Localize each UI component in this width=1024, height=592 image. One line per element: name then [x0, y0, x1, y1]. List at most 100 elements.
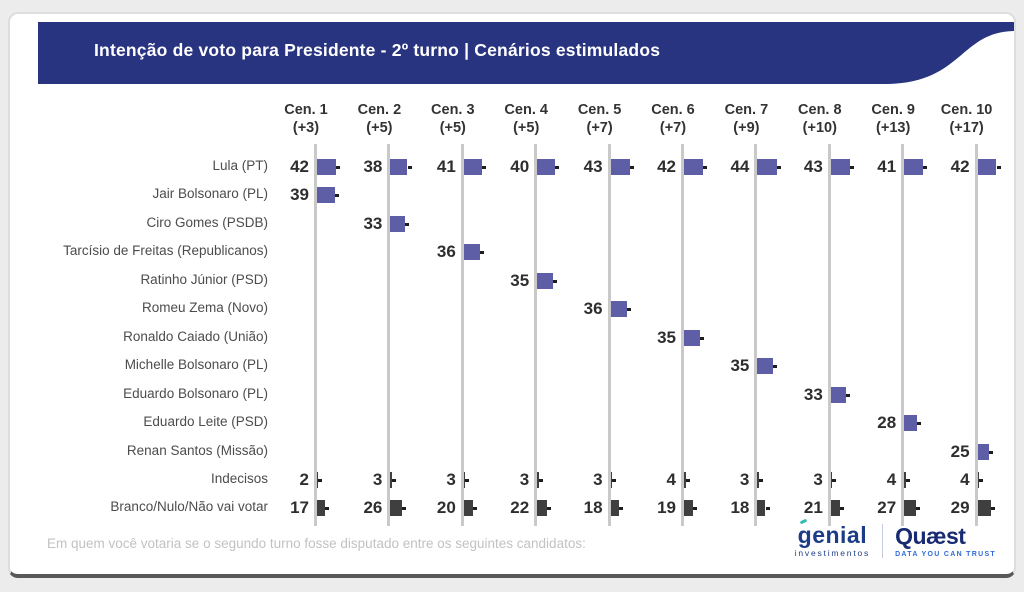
bar-end-tick — [626, 308, 631, 312]
bar-end-tick — [480, 251, 484, 255]
bar-end-tick — [555, 166, 560, 169]
value-bar — [757, 159, 778, 175]
value-number: 18 — [583, 498, 603, 518]
value-bar — [317, 187, 335, 204]
scenario-header: Cen. 9 (+13) — [848, 101, 938, 137]
header-band-shape — [38, 22, 1014, 84]
bar-end-tick — [629, 166, 634, 169]
scenario-margin: (+5) — [439, 120, 466, 136]
row-label: Jair Bolsonaro (PL) — [152, 186, 268, 202]
value-bar — [904, 159, 923, 175]
value-bar — [390, 159, 408, 175]
bar-end-tick — [916, 507, 921, 511]
value-number: 2 — [299, 469, 309, 489]
value-bar — [830, 159, 851, 175]
scenario-label: Cen. 4 — [504, 102, 548, 118]
value-number: 4 — [886, 469, 897, 489]
scenario-header: Cen. 10 (+17) — [922, 101, 1012, 137]
value-number: 44 — [730, 157, 750, 176]
scenario-label: Cen. 10 — [940, 102, 993, 118]
value-bar — [390, 500, 403, 517]
bar-end-tick — [988, 450, 993, 454]
bar-end-tick — [996, 166, 1001, 169]
row-label: Eduardo Leite (PSD) — [143, 414, 268, 430]
header-band: Intenção de voto para Presidente - 2º tu… — [38, 22, 1014, 84]
row-label: Branco/Nulo/Não vai votar — [110, 499, 268, 515]
value-number: 26 — [363, 498, 383, 518]
scenario-baseline — [387, 144, 391, 526]
value-number: 4 — [666, 469, 676, 489]
value-bar — [684, 329, 700, 346]
value-bar — [463, 244, 480, 261]
value-bar — [610, 159, 630, 175]
value-bar — [977, 500, 991, 517]
scenario-margin: (+10) — [802, 120, 837, 136]
value-bar — [610, 500, 619, 517]
row-label: Eduardo Bolsonaro (PL) — [123, 385, 268, 401]
value-number: 22 — [510, 498, 530, 518]
value-number: 41 — [436, 157, 456, 176]
value-number: 3 — [446, 469, 456, 489]
survey-question: Em quem você votaria se o segundo turno … — [47, 536, 586, 551]
value-number: 20 — [436, 498, 456, 518]
value-number: 3 — [593, 469, 603, 489]
bar-end-tick — [538, 478, 543, 482]
value-number: 36 — [436, 242, 456, 262]
value-bar — [317, 159, 336, 175]
bar-end-tick — [547, 507, 552, 511]
value-number: 42 — [290, 157, 309, 176]
scenario-baseline — [901, 144, 905, 526]
bar-end-tick — [465, 478, 470, 482]
value-number: 35 — [657, 327, 676, 347]
scenario-baseline — [681, 144, 684, 526]
scenario-header: Cen. 3 (+5) — [408, 101, 498, 137]
value-bar — [684, 159, 703, 175]
bar-end-tick — [765, 507, 770, 511]
value-number: 3 — [739, 469, 750, 489]
row-label: Tarcísio de Freitas (Republicanos) — [63, 243, 268, 259]
quaest-wordmark: Quæst — [895, 522, 966, 549]
value-bar — [977, 443, 989, 460]
value-number: 18 — [730, 498, 750, 518]
scenario-margin: (+3) — [292, 120, 320, 136]
value-number: 3 — [813, 469, 823, 489]
logos: genial investimentos Quæst DATA YOU CAN … — [794, 518, 996, 559]
value-number: 25 — [950, 441, 970, 461]
value-bar — [463, 471, 466, 488]
scenario-label: Cen. 2 — [357, 102, 402, 118]
scenario-header: Cen. 6 (+7) — [628, 101, 718, 137]
bar-end-tick — [552, 279, 557, 283]
value-bar — [610, 301, 627, 318]
value-number: 28 — [877, 413, 897, 433]
value-number: 42 — [657, 157, 676, 176]
bar-end-tick — [402, 507, 407, 511]
bar-end-tick — [334, 194, 339, 198]
value-bar — [977, 471, 980, 488]
scenario-label: Cen. 1 — [284, 102, 328, 118]
row-label: Romeu Zema (Novo) — [141, 300, 268, 316]
scenario-margin: (+5) — [513, 120, 540, 136]
scenario-label: Cen. 5 — [577, 102, 622, 118]
value-number: 35 — [730, 356, 750, 376]
scenario-margin: (+5) — [366, 120, 393, 136]
bar-end-tick — [405, 222, 410, 226]
scenario-baseline — [827, 144, 831, 526]
value-bar — [537, 159, 556, 175]
genial-subtitle: investimentos — [794, 548, 871, 559]
bar-end-tick — [335, 166, 340, 169]
scenario-header: Cen. 4 (+5) — [481, 101, 571, 137]
value-number: 35 — [510, 270, 530, 290]
value-bar — [757, 500, 766, 517]
value-bar — [317, 471, 318, 488]
value-bar — [757, 358, 774, 375]
scenario-label: Cen. 6 — [651, 102, 695, 118]
bar-end-tick — [758, 478, 763, 482]
bar-end-tick — [482, 166, 487, 169]
value-bar — [830, 500, 841, 517]
scenario-label: Cen. 7 — [724, 102, 769, 118]
page-title: Intenção de voto para Presidente - 2º tu… — [94, 39, 661, 60]
value-bar — [463, 500, 473, 517]
scenario-label: Cen. 3 — [431, 102, 475, 118]
value-bar — [904, 500, 917, 517]
bar-end-tick — [906, 478, 910, 482]
